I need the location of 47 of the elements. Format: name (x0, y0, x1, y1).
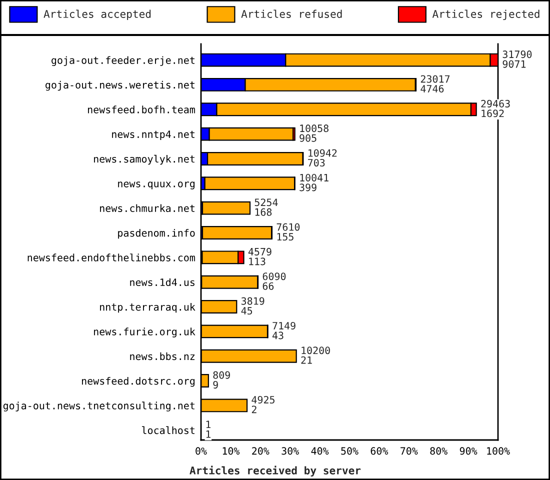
annotation: 7610 155 (276, 223, 300, 241)
y-tick-label: newsfeed.bofh.team (88, 106, 195, 114)
y-tick-label: goja-out.news.tnetconsulting.net (3, 402, 194, 412)
annotation: 23017 4746 (420, 75, 450, 93)
y-tick-label: newsfeed.endofthelinebbs.com (28, 254, 195, 262)
y-tick-label: goja-out.news.weretis.net (46, 80, 194, 91)
y-tick-label: goja-out.feeder.erje.net (52, 56, 194, 66)
x-tick-label: 10% (222, 447, 240, 455)
annotation: 6090 66 (262, 272, 286, 290)
legend-label: Articles rejected (432, 10, 540, 20)
annotation: 5254 168 (254, 198, 278, 216)
y-tick-label: news.furie.org.uk (94, 328, 196, 338)
y-tick-label: news.samoylyk.net (94, 154, 194, 165)
y-tick-label: news.chmurka.net (100, 204, 194, 212)
x-tick-label: 70% (400, 447, 418, 455)
annotation: 4925 2 (252, 396, 274, 414)
x-tick-label: 0% (196, 447, 207, 455)
annotation: 3819 45 (241, 297, 264, 315)
y-tick-label: news.1d4.us (130, 278, 194, 286)
y-tick-label: news.nntp4.net (112, 130, 194, 140)
x-tick-label: 90% (460, 447, 478, 455)
x-tick-label: 50% (341, 447, 358, 455)
annotation: 29463 1692 (481, 100, 510, 118)
annotation: 10041 399 (300, 174, 328, 192)
y-tick-label: localhost (142, 426, 194, 434)
y-tick-label: newsfeed.dotsrc.org (82, 376, 195, 387)
x-tick-label: 60% (370, 447, 388, 455)
y-tick-label: news.quux.org (118, 182, 195, 190)
annotation: 4579 113 (248, 248, 272, 266)
x-tick-label: 100% (487, 447, 510, 455)
y-tick-label: nntp.terraraq.uk (100, 302, 196, 313)
annotation: 31790 9071 (502, 50, 532, 68)
annotation: 10200 21 (301, 346, 330, 364)
legend-label: Articles accepted (44, 10, 151, 20)
annotation: 10058 905 (300, 124, 328, 142)
annotation: 809 9 (213, 371, 230, 389)
annotation: 10942 703 (308, 149, 337, 167)
annotation: 7149 43 (272, 322, 296, 340)
x-axis-title: Articles received by server (190, 466, 361, 476)
legend-label: Articles refused (241, 10, 342, 18)
y-tick-label: pasdenom.info (118, 228, 195, 239)
y-tick-label: news.bbs.nz (130, 352, 195, 360)
x-tick-label: 30% (282, 447, 299, 455)
x-tick-label: 20% (252, 447, 270, 455)
x-tick-label: 40% (311, 447, 329, 455)
x-tick-label: 80% (430, 447, 448, 455)
annotation: 1 1 (206, 420, 211, 438)
